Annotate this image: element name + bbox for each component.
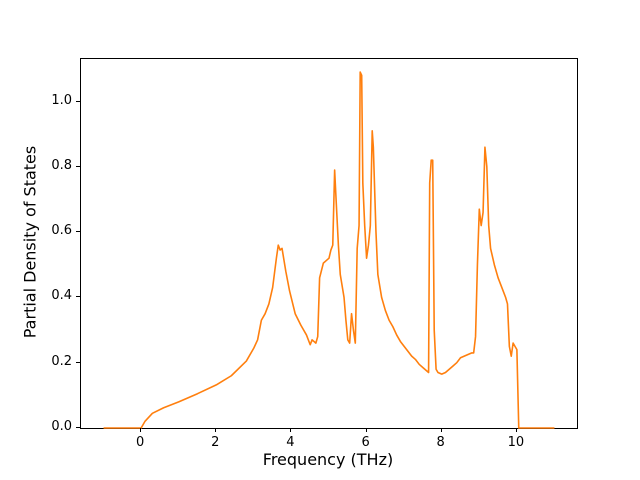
x-axis-label: Frequency (THz)	[262, 450, 394, 469]
y-tick-label: 0.6	[51, 223, 72, 239]
x-tick-mark	[365, 428, 367, 432]
x-tick-label: 4	[286, 435, 295, 450]
x-tick-mark	[140, 428, 142, 432]
y-tick-mark	[76, 296, 80, 298]
x-tick-label: 0	[135, 435, 145, 450]
x-tick-mark	[215, 428, 217, 432]
dos-plot-svg	[103, 71, 555, 429]
y-tick-mark	[76, 165, 80, 167]
y-axis-label: Partial Density of States	[20, 145, 40, 339]
x-tick-label: 8	[436, 435, 445, 450]
x-tick-mark	[290, 428, 292, 432]
y-tick-label: 0.8	[51, 157, 72, 173]
y-tick-label: 0.4	[51, 288, 72, 304]
x-tick-mark	[515, 428, 517, 432]
plot-area	[80, 58, 578, 429]
x-tick-label: 10	[507, 435, 525, 450]
y-tick-mark	[76, 427, 80, 428]
y-tick-mark	[76, 361, 80, 363]
x-tick-mark	[440, 428, 442, 432]
y-tick-mark	[76, 100, 80, 102]
dos-curve	[103, 71, 555, 429]
x-tick-label: 2	[211, 435, 220, 450]
y-tick-label: 0.2	[51, 353, 72, 369]
x-tick-label: 6	[361, 435, 370, 450]
y-tick-label: 1.0	[51, 92, 72, 108]
y-tick-label: 0.0	[51, 419, 72, 434]
y-tick-mark	[76, 231, 80, 233]
